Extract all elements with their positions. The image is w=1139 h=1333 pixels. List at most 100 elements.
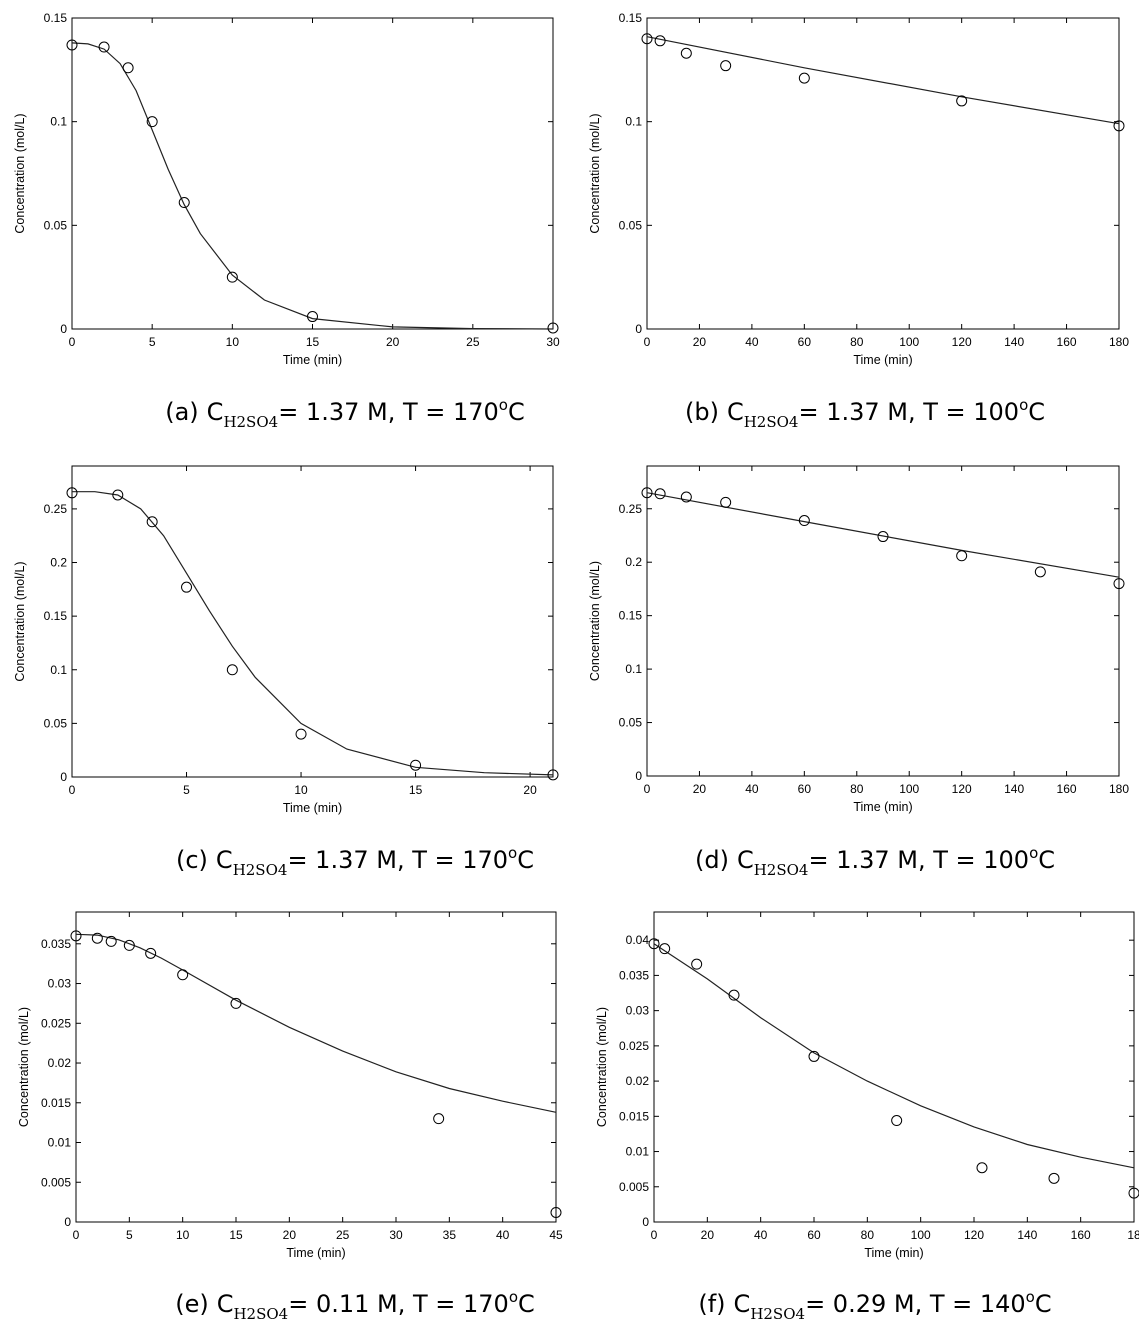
data-point: [956, 550, 968, 562]
x-tick-label: 15: [229, 1228, 243, 1242]
data-point: [654, 488, 666, 500]
panel: 0 20 40 60 80 100 120 140 160 180 0 0.05 0.1 0.15 Time…: [588, 11, 1129, 431]
x-tick-label: 0: [644, 335, 651, 349]
caption-subscript: H2SO4: [744, 413, 799, 431]
y-tick-label: 0.2: [50, 556, 67, 570]
panel: 0 5 10 15 20 25 30 0 0.05 0.1 0.15 Time (min) Concen…: [13, 11, 560, 431]
x-tick-label: 160: [1071, 1228, 1091, 1242]
y-tick-label: 0.015: [41, 1096, 71, 1110]
caption-label: (f): [698, 1290, 725, 1318]
data-point: [105, 935, 117, 947]
caption-unit: C: [508, 398, 525, 426]
y-tick-label: 0.035: [619, 968, 649, 982]
data-point: [1113, 120, 1125, 132]
y-tick-label: 0.04: [626, 933, 650, 947]
data-point: [181, 581, 193, 593]
caption-symbol: C: [737, 846, 754, 874]
y-tick-label: 0: [64, 1215, 71, 1229]
caption-label: (d): [695, 846, 729, 874]
x-tick-label: 5: [183, 783, 190, 797]
x-tick-label: 20: [386, 335, 400, 349]
data-point: [547, 322, 559, 334]
data-point: [146, 516, 158, 528]
y-tick-label: 0.15: [619, 609, 643, 623]
data-point: [98, 41, 110, 53]
data-point: [956, 95, 968, 107]
fit-line: [71, 42, 554, 330]
x-tick-label: 0: [69, 335, 76, 349]
x-tick-label: 10: [176, 1228, 190, 1242]
data-point: [547, 769, 559, 781]
y-tick-label: 0.01: [48, 1136, 72, 1150]
y-tick-label: 0: [635, 769, 642, 783]
y-tick-label: 0.05: [44, 218, 68, 232]
x-tick-label: 40: [745, 335, 759, 349]
x-tick-label: 15: [306, 335, 320, 349]
x-tick-label: 160: [1057, 782, 1077, 796]
y-tick-label: 0.03: [48, 977, 72, 991]
data-point: [146, 116, 158, 128]
x-tick-label: 0: [69, 783, 76, 797]
caption-text: = 0.11 M, T = 170: [288, 1290, 509, 1318]
caption-superscript: o: [1026, 1288, 1035, 1306]
caption: (c) CH2SO4= 1.37 M, T = 170oC: [176, 844, 534, 879]
y-tick-label: 0.005: [41, 1175, 71, 1189]
x-tick-label: 40: [754, 1228, 768, 1242]
plot-frame: [71, 465, 554, 778]
x-tick-label: 5: [149, 335, 156, 349]
x-tick-label: 60: [807, 1228, 821, 1242]
x-tick-label: 120: [952, 782, 972, 796]
x-tick-label: 80: [850, 782, 864, 796]
data-point: [798, 72, 810, 84]
y-tick-label: 0.035: [41, 937, 71, 951]
x-tick-label: 5: [126, 1228, 133, 1242]
x-tick-label: 120: [964, 1228, 984, 1242]
y-tick-label: 0.05: [619, 218, 643, 232]
data-point: [691, 958, 703, 970]
x-tick-label: 100: [899, 335, 919, 349]
y-tick-label: 0.025: [41, 1016, 71, 1030]
x-axis-label: Time (min): [853, 800, 912, 814]
x-tick-label: 30: [546, 335, 560, 349]
caption-text: = 0.29 M, T = 140: [805, 1290, 1026, 1318]
data-point: [66, 487, 78, 499]
caption-unit: C: [1028, 398, 1045, 426]
x-axis-label: Time (min): [864, 1246, 923, 1260]
x-tick-label: 80: [861, 1228, 875, 1242]
caption: (b) CH2SO4= 1.37 M, T = 100oC: [685, 396, 1045, 431]
caption: (d) CH2SO4= 1.37 M, T = 100oC: [695, 844, 1055, 879]
caption-subscript: H2SO4: [223, 413, 278, 431]
data-point: [295, 728, 307, 740]
y-tick-label: 0.05: [44, 716, 68, 730]
data-point: [178, 197, 190, 209]
y-tick-label: 0: [642, 1215, 649, 1229]
plot-frame: [646, 465, 1120, 777]
data-point: [648, 938, 660, 950]
caption-unit: C: [518, 1290, 535, 1318]
x-tick-label: 60: [798, 335, 812, 349]
plot-frame: [646, 17, 1120, 330]
caption-symbol: C: [216, 846, 233, 874]
x-tick-label: 20: [693, 782, 707, 796]
data-point: [1128, 1187, 1139, 1199]
y-axis-label: Concentration (mol/L): [595, 1007, 609, 1127]
x-tick-label: 180: [1109, 335, 1129, 349]
caption-label: (b): [685, 398, 719, 426]
x-tick-label: 180: [1109, 782, 1129, 796]
caption-label: (c): [176, 846, 208, 874]
caption-label: (e): [175, 1290, 209, 1318]
data-point: [680, 47, 692, 59]
fit-line: [75, 933, 557, 1113]
data-point: [91, 932, 103, 944]
fit-line: [72, 491, 554, 776]
y-tick-label: 0.01: [626, 1145, 650, 1159]
panel: 0 5 10 15 20 0 0.05 0.1 0.15 0.2 0.25 Time (min) Con…: [13, 465, 559, 879]
y-axis-label: Concentration (mol/L): [588, 561, 602, 681]
caption-symbol: C: [727, 398, 744, 426]
data-point: [680, 491, 692, 503]
caption-text: = 1.37 M, T = 100: [808, 846, 1029, 874]
x-tick-label: 100: [911, 1228, 931, 1242]
fit-line: [653, 943, 1135, 1169]
